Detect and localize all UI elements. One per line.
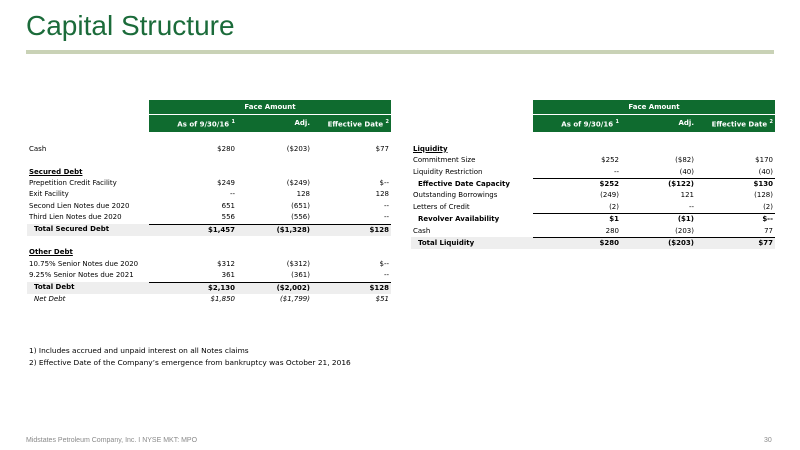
table-row: 9.25% Senior Notes due 2021 361 (361) --: [27, 270, 391, 283]
table-row: Commitment Size $252 ($82) $170: [413, 156, 773, 165]
title-divider: [26, 50, 774, 54]
section-heading-row: Liquidity: [411, 144, 775, 155]
footnotes: 1) Includes accrued and unpaid interest …: [29, 345, 351, 369]
face-amount-header: Face Amount: [533, 100, 775, 115]
total-row: Total Debt $2,130 ($2,002) $128: [27, 282, 391, 294]
table-row: Exit Facility -- 128 128: [29, 190, 389, 199]
table-column-headers: As of 9/30/16 1 Adj. Effective Date 2: [411, 114, 775, 133]
table-row: 10.75% Senior Notes due 2020 $312 ($312)…: [29, 259, 389, 268]
subtotal-row: Effective Date Capacity $252 ($122) $130: [418, 179, 773, 188]
footnote-2: 2) Effective Date of the Company’s emerg…: [29, 358, 351, 367]
table-header-band: Face Amount: [411, 100, 775, 115]
table-row: Outstanding Borrowings (249) 121 (128): [413, 191, 773, 200]
footer-company: Midstates Petroleum Company, Inc. I NYSE…: [26, 437, 198, 444]
table-row: Liquidity Restriction -- (40) (40): [411, 166, 775, 179]
col-header-effective-date: Effective Date 2: [312, 114, 391, 133]
table-header-band: Face Amount: [27, 100, 391, 115]
liquidity-table: Face Amount As of 9/30/16 1 Adj. Effecti…: [411, 100, 775, 250]
capital-structure-table: Face Amount As of 9/30/16 1 Adj. Effecti…: [27, 100, 391, 305]
table-row: Prepetition Credit Facility $249 ($249) …: [29, 178, 389, 187]
table-row: Cash $280 ($203) $77: [29, 144, 389, 153]
face-amount-header: Face Amount: [149, 100, 391, 115]
col-header-as-of: As of 9/30/16 1: [149, 114, 237, 133]
col-header-as-of: As of 9/30/16 1: [533, 114, 621, 133]
table-row: Third Lien Notes due 2020 556 (556) --: [27, 212, 391, 225]
total-row: Total Liquidity $280 ($203) $77: [411, 237, 775, 250]
section-heading: Liquidity: [413, 144, 448, 153]
net-debt-row: Net Debt $1,850 ($1,799) $51: [34, 294, 389, 303]
section-heading-row: Other Debt: [27, 247, 391, 258]
total-row: Total Secured Debt $1,457 ($1,328) $128: [27, 224, 391, 236]
table-column-headers: As of 9/30/16 1 Adj. Effective Date 2: [27, 114, 391, 133]
footnote-1: 1) Includes accrued and unpaid interest …: [29, 346, 249, 355]
table-row: Second Lien Notes due 2020 651 (651) --: [29, 201, 389, 210]
section-heading: Secured Debt: [29, 167, 83, 176]
page-number: 30: [764, 437, 772, 444]
page-title: Capital Structure: [26, 10, 235, 41]
section-heading-row: Secured Debt: [27, 167, 391, 178]
table-row: Cash 280 (203) 77: [411, 225, 775, 238]
table-row: Letters of Credit (2) -- (2): [411, 201, 775, 215]
section-heading: Other Debt: [29, 248, 73, 257]
col-header-adj: Adj.: [621, 114, 696, 133]
subtotal-row: Revolver Availability $1 ($1) $--: [418, 214, 773, 224]
col-header-adj: Adj.: [237, 114, 312, 133]
col-header-effective-date: Effective Date 2: [696, 114, 775, 133]
